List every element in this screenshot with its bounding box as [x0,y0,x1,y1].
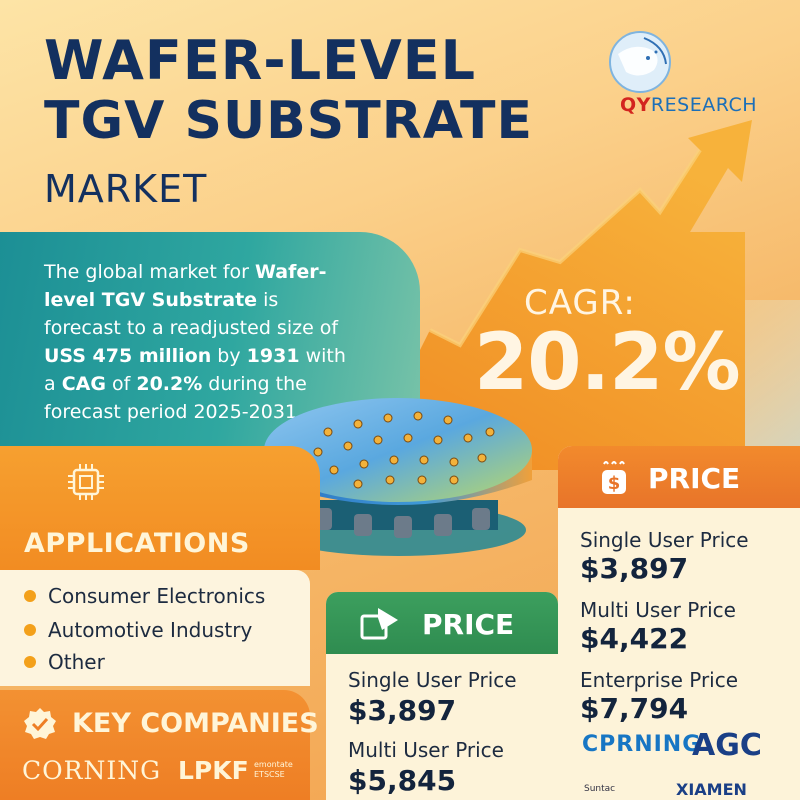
application-label: Other [48,650,105,674]
wafer-illustration [264,398,532,556]
company-logo-xiamen: XIAMEN [676,780,747,799]
single-user-price-label: Single User Price [580,528,749,552]
application-label: Consumer Electronics [48,584,266,608]
cagr-value: 20.2% [474,318,741,408]
price-card-header [558,446,800,508]
company-logo-small: emontate ETSCSE [254,760,293,779]
single-user-price-label: Single User Price [348,668,517,692]
summary-text: of [105,373,137,395]
summary-text: by [211,345,247,367]
company-logo-lpkf: LPKF [178,756,249,785]
summary-highlight: Wafer-level TGV Substrate [44,261,327,311]
title-line-1: WAFER-LEVEL [44,29,477,92]
bullet-icon [24,590,36,602]
enterprise-price-label: Enterprise Price [580,668,739,692]
price-card-header [326,592,558,654]
qyresearch-logo: QYRESEARCH [604,28,774,116]
price-tag-icon: $ [602,461,626,494]
price-card-orange: $ PRICE Single User Price $3,897 Multi U… [558,446,800,800]
price-title: PRICE [422,608,515,641]
summary-text: The global market for [44,261,255,283]
applications-title: APPLICATIONS [24,528,250,559]
list-item: Automotive Industry [24,618,252,642]
bullet-icon [24,656,36,668]
enterprise-price-value: $7,794 [580,692,689,725]
single-user-price-value: $3,897 [580,552,689,585]
list-item: Consumer Electronics [24,584,265,608]
logo-qy: QY [620,94,651,116]
summary-highlight: CAG [61,373,106,395]
multi-user-price-value: $5,845 [348,764,457,797]
summary-highlight: USS 475 million [44,345,212,367]
applications-list [0,570,310,686]
price-card-green: PRICE Single User Price $3,897 Multi Use… [326,592,558,800]
multi-user-price-value: $4,422 [580,622,689,655]
svg-text:$: $ [608,473,621,494]
applications-header [0,446,320,570]
summary-highlight: 20.2% [136,373,203,395]
company-logo-corning-blue: CPRNING [582,732,702,757]
summary-text: is forecast to a readjusted size of [44,289,339,339]
market-summary: The global market for Wafer-level TGV Su… [44,258,354,426]
list-item: Other [24,650,105,674]
application-label: Automotive Industry [48,618,253,642]
ticket-icon [360,608,398,640]
globe-icon [609,31,671,93]
single-user-price-value: $3,897 [348,694,457,727]
multi-user-price-label: Multi User Price [580,598,736,622]
summary-highlight: 1931 [246,345,300,367]
logo-research: RESEARCH [650,94,758,116]
multi-user-price-label: Multi User Price [348,738,504,762]
summary-text: with a [44,345,346,395]
company-logo-corning: CORNING [22,756,162,785]
title-line-3: MARKET [44,167,208,211]
title-line-2: TGV SUBSTRATE [44,91,533,151]
check-badge-icon [24,708,56,739]
company-logo-agc: AGC [692,728,762,763]
logo-wordmark: QYRESEARCH [620,94,757,116]
bullet-icon [24,624,36,636]
company-logo-suntac: Suntac [584,784,616,794]
cagr-label: CAGR: [524,283,636,323]
key-companies-panel [0,690,310,800]
summary-text: during the forecast period 2025-2031 [44,373,307,423]
chip-icon [68,464,104,500]
price-title: PRICE [648,462,741,495]
key-companies-title: KEY COMPANIES [72,708,319,739]
